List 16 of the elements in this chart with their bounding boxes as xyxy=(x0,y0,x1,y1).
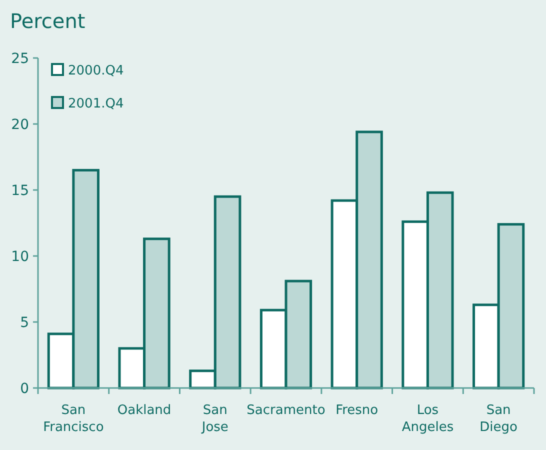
x-tick-label: San Jose xyxy=(200,403,228,435)
legend-label: 2000.Q4 xyxy=(68,64,124,79)
y-tick-label: 10 xyxy=(11,248,29,265)
x-tick-label: San Francisco xyxy=(43,403,104,435)
legend-label: 2001.Q4 xyxy=(68,96,124,112)
x-tick-label: Los Angeles xyxy=(402,403,454,435)
x-tick-label: San Diego xyxy=(480,403,518,435)
chart-title: Percent xyxy=(10,9,86,33)
y-tick-label: 0 xyxy=(20,380,29,397)
y-tick-label: 20 xyxy=(11,116,29,133)
x-tick-label: Oakland xyxy=(117,403,172,418)
y-tick-label: 15 xyxy=(11,182,29,199)
x-tick-label: Fresno xyxy=(336,403,378,418)
x-tick-label: Sacramento xyxy=(246,403,326,418)
y-tick-label: 25 xyxy=(11,50,29,67)
y-tick-label: 5 xyxy=(20,314,29,331)
